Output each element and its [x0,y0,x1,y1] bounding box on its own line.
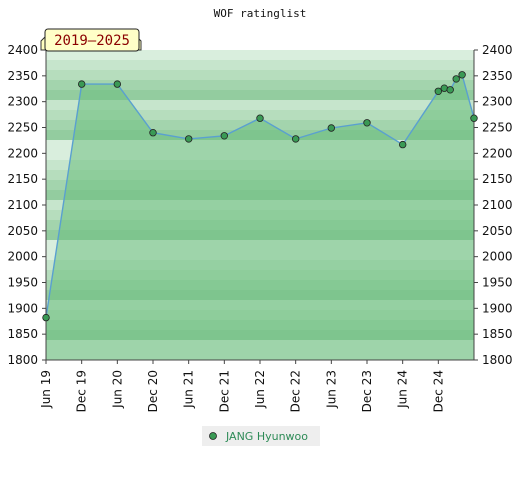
y-tick-label-right: 1850 [482,327,513,341]
data-point [42,313,50,322]
y-tick-label-left: 2100 [7,198,38,212]
x-tick-label: Dec 20 [146,370,160,412]
y-axis-right: 1800 1850 1900 1950 2000 2050 2100 2150 2200 2250… [474,43,513,367]
x-tick-label: Jun 22 [253,370,267,409]
y-tick-label-left: 2350 [7,69,38,83]
data-point [399,140,407,149]
data-point [77,80,86,88]
x-tick-label: Dec 22 [289,370,303,412]
legend: JANG Hyunwoo [202,426,320,446]
data-point [458,71,466,79]
x-tick-label: Dec 24 [431,370,445,412]
data-point [363,119,371,127]
y-tick-label-right: 2100 [482,198,513,212]
data-point [184,135,193,143]
x-tick-label: Jun 19 [39,370,53,409]
period-badge-text: 2019–2025 [54,33,130,49]
y-tick-label-left: 2150 [7,172,38,186]
y-tick-label-left: 2250 [7,121,38,135]
y-tick-label-right: 2400 [482,43,513,57]
y-tick-label-left: 2300 [7,95,38,109]
period-badge: 2019–2025 [40,28,142,52]
y-tick-label-right: 2250 [482,121,513,135]
y-tick-label-left: 1900 [7,301,38,315]
y-tick-label-right: 2200 [482,146,513,160]
y-tick-label-right: 1800 [482,353,513,367]
y-tick-label-left: 2400 [7,43,38,57]
data-point [327,124,335,132]
x-tick-label: Dec 19 [75,370,89,412]
x-tick-label: Dec 21 [217,370,231,412]
y-tick-label-left: 2050 [7,224,38,238]
points-layer [42,71,478,322]
y-tick-label-left: 1800 [7,353,38,367]
data-point [220,132,228,140]
y-tick-label-right: 1950 [482,276,513,290]
y-tick-label-right: 2000 [482,250,513,264]
y-tick-label-left: 1950 [7,276,38,290]
data-point [149,128,157,137]
y-tick-label-left: 1850 [7,327,38,341]
data-point [292,135,300,143]
y-axis-left: 1800 1850 1900 1950 2000 2050 2100 2150 2200 2250… [7,43,46,367]
y-tick-label-right: 2300 [482,95,513,109]
y-tick-label-right: 2050 [482,224,513,238]
y-tick-label-right: 2150 [482,172,513,186]
data-point [470,114,478,122]
y-tick-label-right: 2350 [482,69,513,83]
data-point [434,87,442,95]
x-tick-label: Jun 21 [182,370,196,409]
chart-title: WOF ratinglist [214,7,307,20]
data-point [113,80,121,88]
y-tick-label-right: 1900 [482,301,513,315]
legend-marker [209,432,217,440]
data-point [452,75,460,83]
y-tick-label-left: 2200 [7,146,38,160]
x-tick-label: Dec 23 [360,370,374,412]
x-tick-label: Jun 23 [324,370,338,409]
series-area [46,74,474,360]
x-tick-label: Jun 24 [396,370,410,409]
y-tick-label-left: 2000 [7,250,38,264]
data-point [446,86,454,94]
data-point [256,114,264,122]
legend-label: JANG Hyunwoo [225,430,308,443]
x-tick-label: Jun 20 [110,370,124,409]
x-axis: Jun 19 Dec 19 Jun 20 Dec 20 Jun 21 Dec 21 Jun … [39,360,445,412]
